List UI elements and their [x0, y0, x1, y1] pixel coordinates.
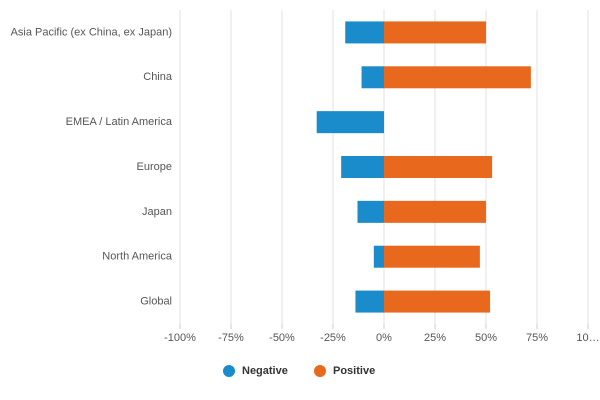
legend-marker [223, 365, 235, 377]
y-tick-label: Global [140, 295, 172, 307]
y-tick-label: Europe [137, 161, 172, 173]
x-tick-label: 25% [424, 332, 446, 344]
x-tick-label: -100% [164, 332, 196, 344]
bar [357, 200, 384, 223]
bar [384, 200, 486, 223]
x-tick-label: 75% [526, 332, 548, 344]
bar [361, 66, 384, 89]
bar [341, 156, 384, 178]
bar [384, 245, 480, 268]
bar [373, 245, 384, 268]
legend: Negative Positive [223, 365, 375, 377]
bar [384, 156, 493, 178]
x-tick-label: 0% [376, 332, 392, 344]
bar [316, 111, 384, 134]
y-tick-label: North America [102, 251, 173, 263]
bar [384, 290, 491, 313]
y-tick-label: Asia Pacific (ex China, ex Japan) [11, 26, 172, 38]
bar [384, 66, 531, 89]
x-tick-label: -50% [269, 332, 295, 344]
bar [384, 21, 486, 44]
legend-marker [314, 365, 326, 377]
x-tick-label: 50% [475, 332, 497, 344]
y-tick-label: Japan [142, 206, 172, 218]
legend-label: Negative [242, 365, 288, 377]
legend-label: Positive [333, 365, 375, 377]
y-tick-label: EMEA / Latin America [66, 116, 173, 128]
y-tick-label: China [143, 71, 173, 83]
x-tick-label: -25% [320, 332, 346, 344]
bar [355, 290, 384, 313]
x-tick-label: -75% [218, 332, 244, 344]
x-tick-label: 10… [576, 332, 599, 344]
bar [345, 21, 384, 44]
